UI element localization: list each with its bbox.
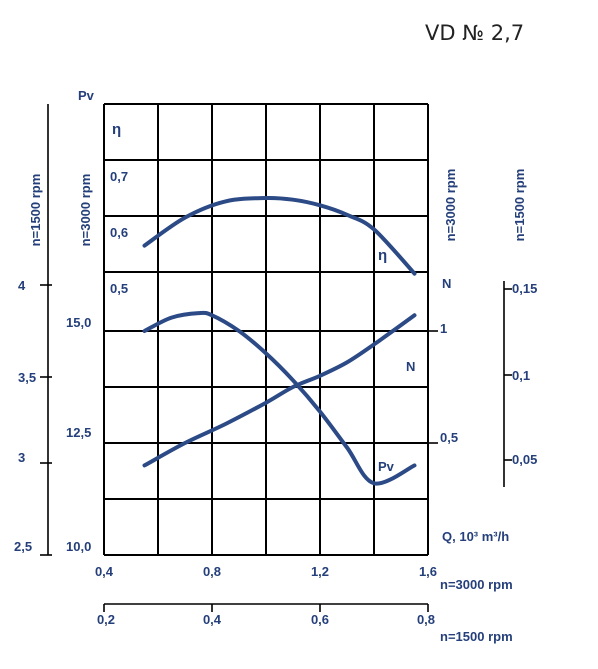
flow-unit-label: Q, 10³ m³/h xyxy=(442,529,509,544)
tick-label: 4 xyxy=(18,278,26,293)
tick-label: 0,15 xyxy=(512,281,537,296)
tick-label: 3,5 xyxy=(18,370,36,385)
axis-label-n1500-right: n=1500 rpm xyxy=(512,169,527,242)
pv-axis-n3000: Pv 15,0 12,5 10,0 n=3000 rpm xyxy=(66,88,95,554)
tick-label: 0,4 xyxy=(95,564,114,579)
n-axis-n1500: n=1500 rpm 0,15 0,1 0,05 xyxy=(503,169,537,487)
tick-label: 10,0 xyxy=(66,539,91,554)
n-axis-title: N xyxy=(442,276,451,291)
eta-axis: η 0,7 0,6 0,5 xyxy=(110,121,128,296)
axis-label-n1500-left: n=1500 rpm xyxy=(28,174,43,247)
tick-label: 0,8 xyxy=(203,564,221,579)
pv-curve xyxy=(142,310,417,486)
tick-label: 0,8 xyxy=(417,612,435,627)
tick-label: 2,5 xyxy=(14,539,32,554)
eta-curve xyxy=(142,195,417,276)
plot-grid xyxy=(103,103,429,556)
pv-axis-title: Pv xyxy=(78,88,95,103)
x-axis-n3000: 0,4 0,8 1,2 1,6 n=3000 rpm xyxy=(95,564,513,592)
tick-label: 0,7 xyxy=(110,169,128,184)
chart-title: VD № 2,7 xyxy=(425,21,524,45)
tick-label: 0,6 xyxy=(311,612,329,627)
tick-label: 0,4 xyxy=(203,612,222,627)
tick-label: 0,6 xyxy=(110,225,128,240)
tick-label: 0,05 xyxy=(512,452,537,467)
n-axis-n3000: n=3000 rpm N 1 0,5 xyxy=(428,169,458,445)
eta-axis-title: η xyxy=(112,121,121,138)
series-label-n: N xyxy=(406,359,415,374)
tick-label: 1,6 xyxy=(419,564,437,579)
x-axis-n1500: 0,2 0,4 0,6 0,8 n=1500 rpm xyxy=(97,603,513,644)
tick-label: 15,0 xyxy=(66,315,91,330)
series-label-eta: η xyxy=(378,247,387,264)
pv-axis-n1500: 4 3,5 3 2,5 n=1500 rpm xyxy=(14,104,52,556)
tick-label: 1 xyxy=(440,321,447,336)
tick-label: 0,5 xyxy=(440,430,458,445)
tick-label: 0,2 xyxy=(97,612,115,627)
series-label-pv: Pv xyxy=(378,459,395,474)
tick-label: 3 xyxy=(18,450,25,465)
axis-label-n3000-left: n=3000 rpm xyxy=(78,174,93,247)
tick-label: 0,5 xyxy=(110,281,128,296)
axis-label-n1500-bottom: n=1500 rpm xyxy=(440,629,513,644)
tick-label: 0,1 xyxy=(512,368,530,383)
axis-label-n3000-bottom: n=3000 rpm xyxy=(440,577,513,592)
n-curve xyxy=(142,313,417,468)
tick-label: 12,5 xyxy=(66,425,91,440)
tick-label: 1,2 xyxy=(311,564,329,579)
axis-label-n3000-right: n=3000 rpm xyxy=(443,169,458,242)
